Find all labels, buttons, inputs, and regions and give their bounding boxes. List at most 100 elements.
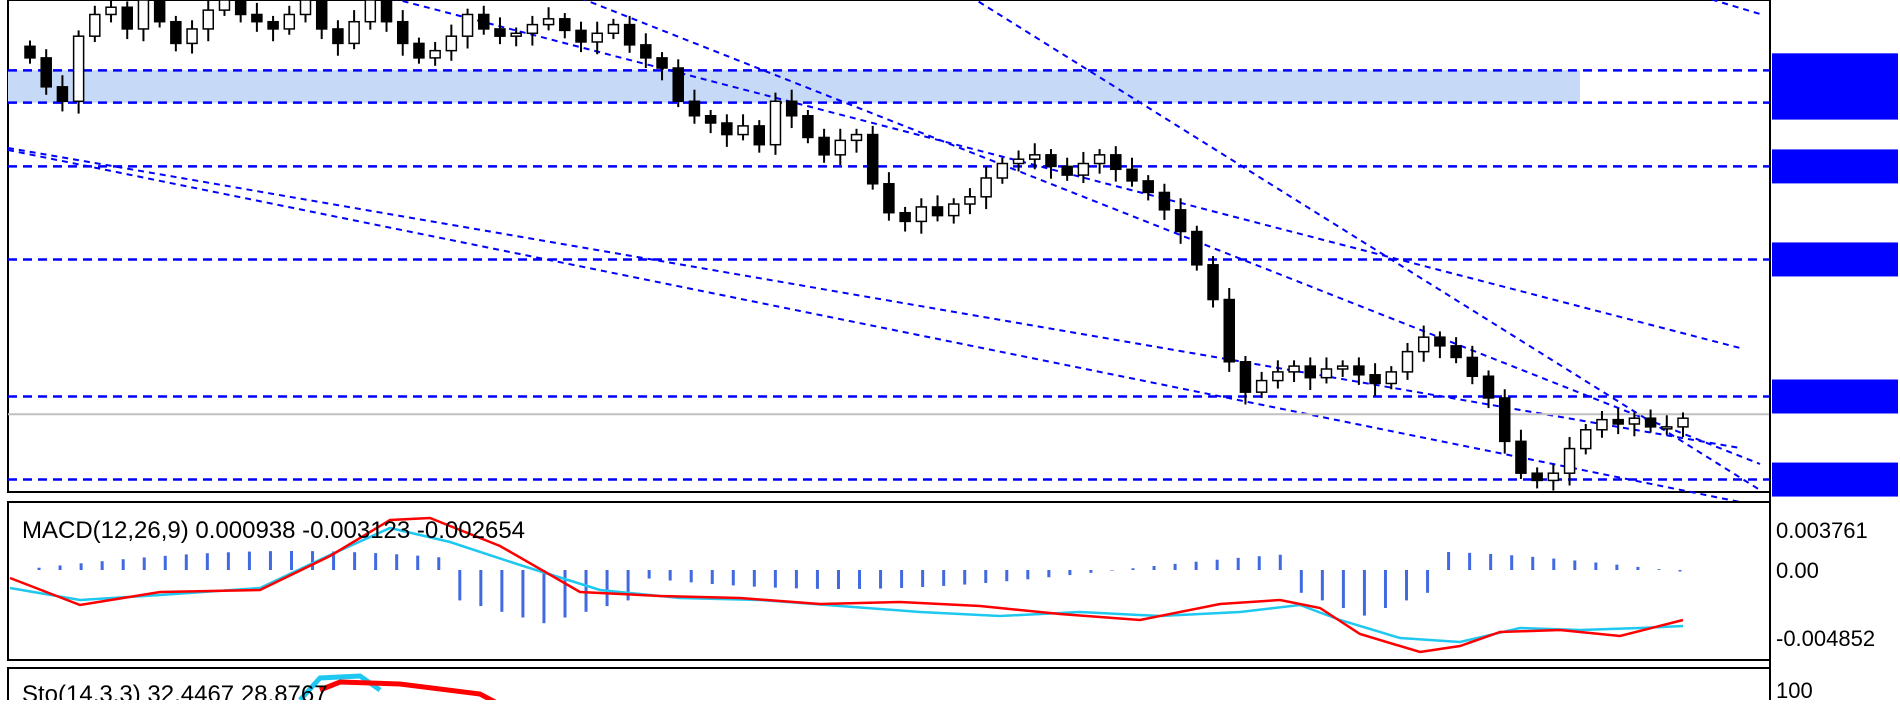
candle-body xyxy=(542,18,555,26)
candle-body xyxy=(1498,397,1511,443)
candle-body xyxy=(575,29,587,43)
candle-body xyxy=(1385,371,1398,385)
candle-body xyxy=(445,35,458,52)
candle-body xyxy=(1255,379,1268,393)
candle-body xyxy=(656,57,668,69)
candle-body xyxy=(1644,417,1657,428)
candle-body xyxy=(1450,345,1462,359)
candle-body xyxy=(429,49,441,59)
candle-body xyxy=(834,139,847,156)
candle-body xyxy=(1045,154,1057,168)
price-level-badge xyxy=(1772,85,1898,120)
candle-body xyxy=(737,125,749,136)
candle-body xyxy=(1142,180,1154,194)
candle-body xyxy=(591,32,603,43)
macd-signal-line xyxy=(9,516,1684,654)
candle-body xyxy=(1628,417,1641,425)
candle-body xyxy=(1482,375,1495,399)
candle-body xyxy=(315,0,328,30)
candle-body xyxy=(1207,264,1219,301)
candle-body xyxy=(899,211,911,223)
candle-body xyxy=(510,32,522,37)
candle-body xyxy=(526,23,539,35)
candle-body xyxy=(1110,154,1122,171)
candle-body xyxy=(1061,165,1073,176)
macd-title: MACD(12,26,9) 0.000938 -0.003123 -0.0026… xyxy=(22,517,525,544)
candle-body xyxy=(332,28,344,45)
price-level-badge xyxy=(1772,462,1898,497)
candle-body xyxy=(1191,230,1203,266)
candle-body xyxy=(1547,472,1560,482)
price-level-badge xyxy=(1772,149,1898,184)
candle-body xyxy=(721,122,733,136)
candle-body xyxy=(1288,365,1300,373)
candle-body xyxy=(1531,472,1543,482)
candle-body xyxy=(1093,154,1106,165)
candle-body xyxy=(1272,371,1284,382)
candle-body xyxy=(704,115,717,124)
candle-body xyxy=(234,0,247,16)
candle-body xyxy=(785,100,798,117)
candle-body xyxy=(1336,365,1349,370)
candle-body xyxy=(980,177,992,198)
trendline xyxy=(1709,0,1761,15)
trendline xyxy=(394,0,1741,349)
candle-body xyxy=(1223,298,1235,363)
candle-body xyxy=(1077,162,1090,176)
candle-body xyxy=(186,28,198,45)
stochastic-axis-label-top: 100 xyxy=(1776,678,1813,700)
candle-body xyxy=(153,0,166,23)
candle-body xyxy=(283,13,296,30)
candle-body xyxy=(1417,336,1430,353)
candle-body xyxy=(866,133,879,185)
candle-body xyxy=(218,0,231,11)
candle-body xyxy=(56,86,69,103)
candle-body xyxy=(461,13,474,37)
candle-body xyxy=(802,115,814,139)
candle-body xyxy=(494,28,506,37)
candle-body xyxy=(559,18,571,32)
candle-body xyxy=(964,196,976,205)
price-axis xyxy=(1772,53,1898,497)
candle-body xyxy=(623,23,636,46)
candle-body xyxy=(40,57,52,88)
candle-body xyxy=(915,206,928,223)
candle-body xyxy=(1563,447,1576,474)
candle-body xyxy=(137,0,150,30)
candle-body xyxy=(850,133,863,142)
candle-body xyxy=(931,206,944,217)
price-level-badge xyxy=(1772,242,1898,277)
candle-body xyxy=(688,100,701,117)
candle-body xyxy=(1012,158,1025,165)
candle-body xyxy=(1434,336,1446,347)
macd-axis: 0.003761 0.00 -0.004852 xyxy=(1776,518,1875,651)
candle-body xyxy=(348,20,360,45)
candle-body xyxy=(1353,365,1365,376)
candle-body xyxy=(170,20,182,45)
candle-body xyxy=(299,0,312,16)
candle-body xyxy=(413,42,425,59)
candle-body xyxy=(1174,209,1187,233)
candle-body xyxy=(640,44,652,59)
trendline xyxy=(7,147,1741,449)
candle-body xyxy=(1320,368,1333,379)
candle-body xyxy=(1580,429,1592,450)
candle-body xyxy=(753,125,766,146)
candle-body xyxy=(364,0,377,23)
candle-body xyxy=(89,13,101,37)
candle-body xyxy=(947,203,960,217)
candle-body xyxy=(1369,374,1381,385)
candle-body xyxy=(1401,350,1414,373)
support-zone xyxy=(8,70,1580,103)
candle-body xyxy=(1677,417,1689,428)
price-level-badge xyxy=(1772,379,1898,414)
macd-axis-label-bottom: -0.004852 xyxy=(1776,626,1875,651)
candle-body xyxy=(1126,168,1138,182)
candle-body xyxy=(1158,191,1171,211)
candle-body xyxy=(251,13,263,23)
candle-body xyxy=(1612,418,1624,425)
candle-body xyxy=(769,100,782,146)
stochastic-signal-line xyxy=(319,679,497,705)
candle-body xyxy=(267,20,279,30)
